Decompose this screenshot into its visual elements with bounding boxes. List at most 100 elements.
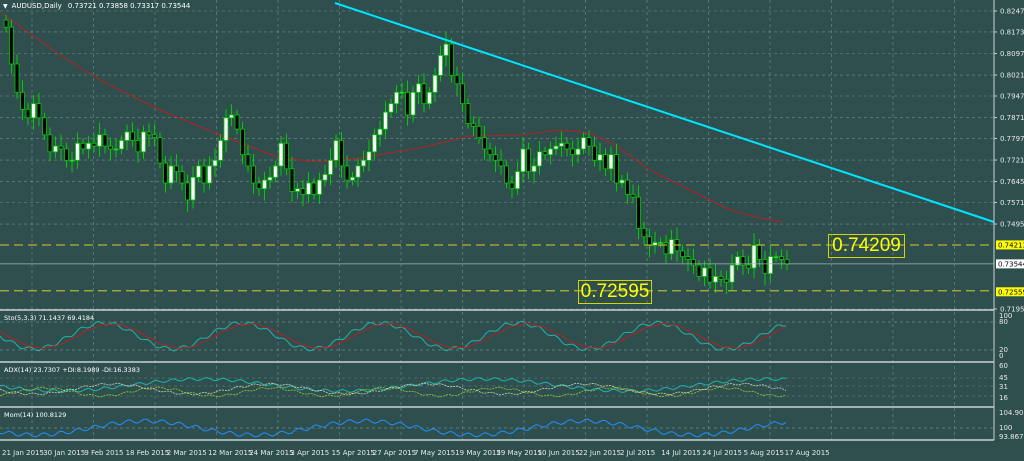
bull-candle[interactable] [416, 83, 421, 93]
bear-candle[interactable] [289, 168, 295, 192]
bear-candle[interactable] [300, 188, 306, 195]
bull-candle[interactable] [124, 131, 130, 141]
bull-candle[interactable] [75, 142, 80, 161]
bear-candle[interactable] [152, 134, 157, 139]
bear-candle[interactable] [564, 142, 570, 150]
bear-candle[interactable] [740, 256, 746, 266]
bear-candle[interactable] [421, 83, 427, 105]
bull-candle[interactable] [713, 276, 718, 283]
candlesticks[interactable] [3, 14, 790, 295]
bear-candle[interactable] [64, 148, 69, 161]
bear-candle[interactable] [707, 267, 713, 283]
bull-candle[interactable] [322, 174, 328, 181]
bull-candle[interactable] [69, 159, 75, 162]
bear-candle[interactable] [108, 145, 113, 150]
bull-candle[interactable] [141, 131, 146, 153]
bear-candle[interactable] [251, 165, 256, 184]
bull-candle[interactable] [652, 242, 658, 246]
bull-candle[interactable] [410, 91, 416, 116]
bull-candle[interactable] [432, 74, 438, 93]
bear-candle[interactable] [526, 148, 531, 173]
bear-candle[interactable] [135, 140, 141, 153]
bear-candle[interactable] [58, 145, 64, 150]
bear-candle[interactable] [471, 123, 476, 127]
bear-candle[interactable] [482, 137, 487, 150]
bull-candle[interactable] [86, 142, 91, 150]
bull-candle[interactable] [212, 159, 218, 167]
bear-candle[interactable] [311, 182, 317, 195]
bear-candle[interactable] [603, 154, 608, 170]
bull-candle[interactable] [768, 256, 773, 275]
bull-candle[interactable] [399, 91, 405, 94]
bear-candle[interactable] [636, 196, 641, 229]
bear-candle[interactable] [245, 154, 251, 167]
bull-candle[interactable] [383, 111, 388, 130]
bull-candle[interactable] [295, 188, 300, 192]
bear-candle[interactable] [157, 137, 163, 164]
bear-candle[interactable] [647, 236, 652, 246]
bear-candle[interactable] [163, 162, 168, 184]
bear-candle[interactable] [542, 151, 548, 156]
bull-candle[interactable] [608, 154, 614, 170]
bear-candle[interactable] [487, 148, 493, 156]
bull-candle[interactable] [218, 140, 223, 161]
bear-candle[interactable] [784, 259, 790, 265]
bear-candle[interactable] [14, 63, 20, 93]
bull-candle[interactable] [773, 256, 779, 259]
bear-candle[interactable] [460, 83, 465, 105]
bear-candle[interactable] [465, 103, 471, 124]
bull-candle[interactable] [372, 134, 377, 153]
bear-candle[interactable] [36, 103, 42, 119]
bear-candle[interactable] [779, 256, 784, 260]
bull-candle[interactable] [394, 91, 399, 105]
bear-candle[interactable] [3, 19, 9, 28]
upper-level-annotation[interactable]: 0.74209 [828, 234, 905, 258]
bull-candle[interactable] [168, 165, 174, 184]
bull-candle[interactable] [333, 140, 339, 161]
bull-candle[interactable] [619, 179, 625, 184]
bear-candle[interactable] [234, 114, 240, 130]
bull-candle[interactable] [113, 148, 119, 151]
bear-candle[interactable] [284, 142, 289, 170]
bear-candle[interactable] [696, 264, 702, 277]
bear-candle[interactable] [625, 179, 630, 195]
bear-candle[interactable] [344, 165, 350, 181]
bull-candle[interactable] [553, 145, 559, 150]
bull-candle[interactable] [361, 159, 366, 167]
bear-candle[interactable] [476, 125, 482, 139]
bear-candle[interactable] [757, 244, 762, 260]
bull-candle[interactable] [355, 165, 361, 178]
bear-candle[interactable] [179, 171, 185, 184]
bear-candle[interactable] [663, 242, 669, 255]
bear-candle[interactable] [449, 43, 454, 76]
bear-candle[interactable] [454, 74, 460, 85]
bear-candle[interactable] [405, 91, 410, 116]
bull-candle[interactable] [658, 242, 663, 244]
bear-candle[interactable] [718, 276, 724, 280]
bear-candle[interactable] [504, 165, 509, 184]
bull-candle[interactable] [537, 151, 542, 167]
bull-candle[interactable] [366, 151, 372, 161]
bull-candle[interactable] [273, 165, 278, 178]
bear-candle[interactable] [256, 182, 262, 190]
dropdown-triangle-icon[interactable]: ▼ [3, 2, 8, 10]
bear-candle[interactable] [630, 193, 636, 198]
trendline[interactable] [334, 2, 995, 223]
bull-candle[interactable] [669, 239, 674, 255]
bull-candle[interactable] [520, 148, 526, 173]
bear-candle[interactable] [80, 142, 86, 150]
bull-candle[interactable] [97, 134, 102, 147]
bear-candle[interactable] [570, 148, 575, 156]
bull-candle[interactable] [262, 179, 267, 190]
bull-candle[interactable] [597, 154, 603, 161]
bull-candle[interactable] [229, 114, 234, 119]
bull-candle[interactable] [751, 244, 757, 269]
bear-candle[interactable] [174, 165, 179, 173]
bear-candle[interactable] [20, 91, 25, 110]
bull-candle[interactable] [306, 182, 311, 195]
bull-candle[interactable] [223, 117, 229, 141]
bull-candle[interactable] [267, 176, 273, 181]
bull-candle[interactable] [350, 176, 355, 181]
bull-candle[interactable] [190, 176, 196, 201]
bear-candle[interactable] [592, 145, 597, 161]
